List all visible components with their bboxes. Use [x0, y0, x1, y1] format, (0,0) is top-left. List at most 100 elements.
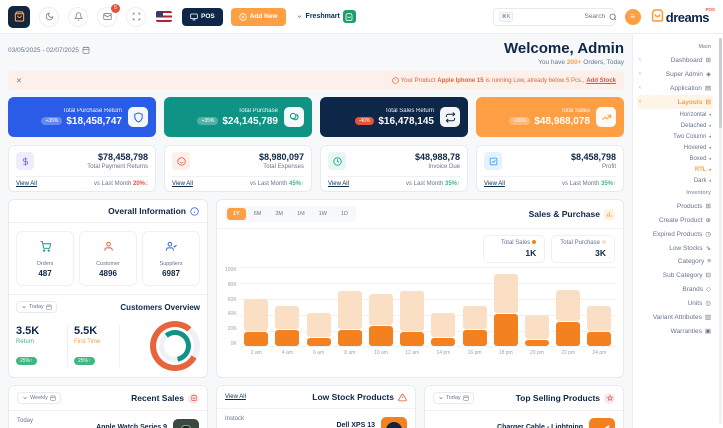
legend-dot [532, 240, 537, 244]
sidebar-item-application[interactable]: ‹ Application ▤ [639, 84, 711, 93]
info-icon[interactable] [190, 206, 199, 216]
sales-purchase-bar-chart: 100K 80K 60K 40K 20K 0K 2 am 4 am 6 am 8 am 10 am… [217, 265, 623, 362]
sidebar-item-expired-products[interactable]: Expired Products ◷ [652, 230, 711, 239]
sidebar-item-category[interactable]: Category ≡ [677, 258, 711, 265]
close-icon[interactable]: ✕ [16, 77, 22, 85]
total-purchase-card[interactable]: Total Purchase +35% $24,145,789 [164, 97, 312, 137]
user-icon [103, 241, 114, 252]
sidebar-item-rtl[interactable]: RTL ◂ [694, 166, 711, 173]
sidebar-item-low-stocks[interactable]: Low Stocks ⇘ [669, 244, 711, 253]
recent-sale-row[interactable]: Today Processing Apple Watch Series 9 $6… [9, 411, 207, 428]
date-range-picker[interactable]: 03/05/2025 - 02/07/2025 [8, 46, 90, 54]
mail-button[interactable]: 5 [97, 3, 120, 27]
alert-circle-icon [392, 77, 399, 84]
card-badge: +35% [509, 117, 531, 125]
total-expenses-card: $8,980,097 Total Expenses View All vs La… [164, 145, 312, 192]
search-box[interactable]: ⌘K [492, 7, 617, 26]
sidebar-item-warranties[interactable]: Warranties ▣ [670, 327, 711, 336]
total-sales-card[interactable]: Total Sales +35% $48,988,078 [476, 97, 624, 137]
tab-3m[interactable]: 3M [275, 211, 284, 217]
recent-sales-period-dropdown[interactable]: Weekly [17, 392, 61, 404]
sidebar-item-dashboard[interactable]: ‹ Dashboard ⊞ [639, 56, 711, 65]
view-all-link[interactable]: View All [16, 181, 37, 187]
store-selector[interactable]: Freshmart [296, 10, 356, 23]
sidebar-item-dark[interactable]: Dark ◂ [693, 177, 711, 184]
sidebar-item-hovered[interactable]: Hovered ◂ [683, 144, 711, 151]
customers-overview-title: Customers Overview [120, 302, 200, 312]
instock-label: Instock [225, 416, 245, 422]
sidebar-item-boxed[interactable]: Boxed ◂ [689, 155, 711, 162]
chevron-left-icon: ‹ [639, 57, 641, 63]
pos-button[interactable]: POS [182, 7, 223, 26]
units-icon: ◎ [705, 300, 711, 307]
product-name: Charger Cable - Lightning [497, 423, 583, 428]
sidebar-item-two-column[interactable]: Two Column ◂ [673, 133, 711, 140]
shield-icon [128, 107, 148, 127]
total-sales-return-card[interactable]: Total Sales Return -40% $16,478,145 [320, 97, 468, 137]
bar-24-pm [587, 267, 612, 346]
view-all-link[interactable]: View All [172, 181, 193, 187]
top-selling-period-dropdown[interactable]: Today [433, 392, 474, 404]
attributes-icon: ▥ [704, 314, 711, 321]
brand-logo[interactable]: dreams POS [651, 6, 715, 25]
customer-stat-box[interactable]: Customer 4896 [79, 231, 137, 286]
card-value: $48,988,078 [534, 115, 590, 127]
sidebar-item-brands[interactable]: Brands ◇ [682, 285, 711, 294]
stat-value: 6987 [162, 269, 180, 278]
sidebar-scrollbar[interactable] [719, 38, 722, 424]
plus-circle-icon [239, 12, 247, 21]
sidebar-item-create-product[interactable]: Create Product ⊕ [658, 216, 711, 225]
notifications-button[interactable] [68, 6, 88, 27]
sidebar-item-super-admin[interactable]: ‹ Super Admin ◈ [639, 70, 711, 79]
view-all-link[interactable]: View All [484, 181, 505, 187]
theme-toggle-button[interactable] [39, 6, 59, 27]
sidebar-item-horizontal[interactable]: Horizontal ◂ [679, 111, 711, 118]
maximize-icon [132, 12, 141, 21]
bullet-icon: ◂ [708, 111, 711, 118]
view-all-link[interactable]: View All [225, 394, 246, 400]
bullet-icon: ◂ [708, 177, 711, 184]
tab-6m[interactable]: 6M [253, 211, 262, 217]
product-image [589, 418, 615, 428]
mail-badge: 5 [111, 3, 120, 13]
sidebar-toggle-button[interactable]: ≡ [624, 8, 641, 25]
customers-period-dropdown[interactable]: Today [16, 301, 57, 313]
bar-2-am [244, 267, 269, 346]
add-new-button[interactable]: Add New [230, 7, 286, 26]
sidebar-item-layouts[interactable]: ‹ Layouts ⊟ [637, 95, 713, 109]
tab-1d[interactable]: 1D [340, 211, 348, 217]
coins-icon [284, 107, 304, 127]
view-all-link[interactable]: View All [328, 181, 349, 187]
app-logo-mini[interactable] [8, 5, 30, 28]
layers-icon: ⊟ [705, 272, 711, 279]
suppliers-stat-box[interactable]: Suppliers 6987 [142, 231, 200, 286]
orders-stat-box[interactable]: Orders 487 [16, 231, 74, 286]
brand-sup: POS [705, 6, 715, 12]
legend-dot [602, 240, 606, 244]
tab-1m[interactable]: 1M [297, 211, 305, 217]
sidebar-item-units[interactable]: Units ◎ [687, 299, 711, 308]
apps-icon: ▤ [704, 85, 711, 92]
first-time-customers-stat: 5.5K First Time 25%↑ [68, 325, 120, 367]
tab-1w[interactable]: 1W [318, 211, 327, 217]
sidebar-item-products[interactable]: Products ⊞ [676, 202, 711, 211]
sidebar-item-detached[interactable]: Detached ◂ [680, 122, 711, 129]
sidebar-item-variant-attributes[interactable]: Variant Attributes ▥ [652, 313, 711, 322]
bar-chart-icon [604, 208, 615, 220]
metric-label: Total Expenses [263, 164, 304, 170]
add-stock-link[interactable]: Add Stock [586, 77, 616, 84]
metric-cards-row: $78,458,798 Total Payment Returns View A… [8, 145, 624, 192]
fullscreen-button[interactable] [126, 6, 146, 27]
top-selling-row[interactable]: 25%↑ Charger Cable - Lightning Sales 247… [425, 411, 623, 428]
time-range-tabs: 1Y 6M 3M 1M 1W 1D [225, 206, 356, 222]
metric-value: $8,458,798 [570, 152, 616, 162]
sidebar-item-sub-category[interactable]: Sub Category ⊟ [662, 271, 711, 280]
language-flag-us-icon[interactable] [156, 11, 172, 22]
total-purchase-return-card[interactable]: Total Purchase Return +35% $18,458,747 [8, 97, 156, 137]
search-input[interactable] [517, 13, 606, 20]
tab-1y[interactable]: 1Y [227, 208, 246, 220]
card-label: Total Sales [560, 107, 590, 114]
overall-information-title: Overall Information [108, 206, 186, 216]
bar-10-am [369, 267, 394, 346]
low-stock-row[interactable]: Instock 08 Dell XPS 13 #665814 [217, 409, 415, 428]
